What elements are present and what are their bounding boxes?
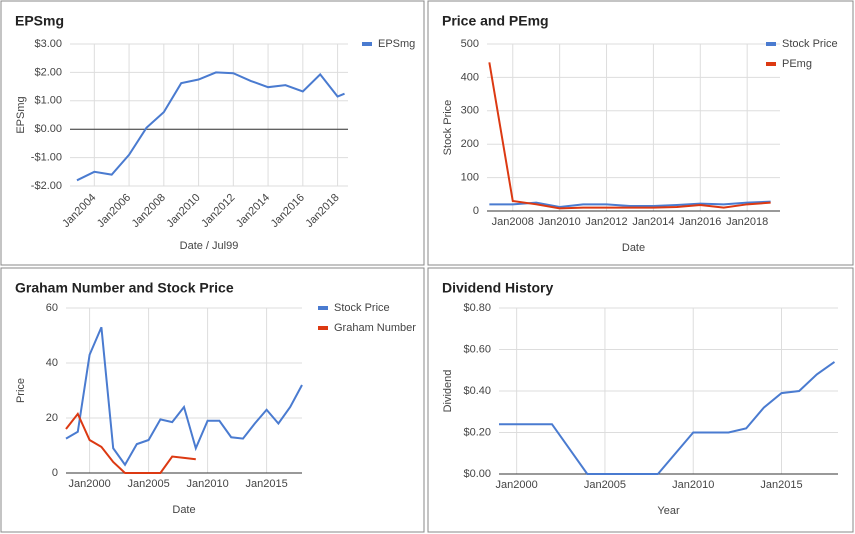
panel [0,0,425,266]
x-axis-label: Date / Jul99 [180,240,239,252]
legend-label: Stock Price [334,302,390,314]
chart-title: EPSmg [15,13,64,29]
y-tick-label: $0.60 [463,343,491,355]
x-tick-label: Jan2010 [186,478,228,490]
x-tick-label: Jan2012 [585,216,627,228]
y-axis-label: EPSmg [15,96,27,133]
y-axis-label: Stock Price [442,100,454,156]
x-tick-label: Jan2016 [679,216,721,228]
chart-title: Graham Number and Stock Price [15,280,234,296]
y-tick-label: -$2.00 [31,180,62,192]
y-tick-label: -$1.00 [31,152,62,164]
y-tick-label: 40 [46,357,58,369]
y-tick-label: 60 [46,302,58,314]
y-tick-label: 20 [46,412,58,424]
x-axis-label: Year [657,505,680,517]
panel [427,267,854,533]
y-axis-label: Dividend [442,370,454,413]
y-tick-label: 0 [473,205,479,217]
legend-label: EPSmg [378,38,415,50]
y-tick-label: 300 [461,105,479,117]
x-tick-label: Jan2000 [496,479,538,491]
y-axis-label: Price [15,378,27,403]
series-line [488,62,771,210]
series-line [65,411,196,474]
y-tick-label: 100 [461,172,479,184]
chart-title: Price and PEmg [442,13,549,29]
y-tick-label: 400 [461,71,479,83]
x-tick-label: Jan2005 [127,478,169,490]
x-tick-label: Jan2018 [726,216,768,228]
x-tick-label: Jan2010 [672,479,714,491]
y-tick-label: $0.40 [463,385,491,397]
panel [427,0,854,266]
legend-label: PEmg [782,58,812,70]
x-tick-label: Jan2015 [245,478,287,490]
series-line [489,200,771,209]
legend-label: Graham Number [334,322,416,334]
series-line [76,71,345,182]
y-tick-label: $1.00 [34,95,62,107]
y-tick-label: $0.00 [463,468,491,480]
x-tick-label: Jan2015 [760,479,802,491]
x-tick-label: Jan2014 [632,216,674,228]
y-tick-label: 500 [461,38,479,50]
panel [0,267,425,533]
y-tick-label: $0.80 [463,302,491,314]
legend-label: Stock Price [782,38,838,50]
x-tick-label: Jan2008 [492,216,534,228]
series-line [499,361,836,475]
x-tick-label: Jan2000 [68,478,110,490]
y-tick-label: $0.00 [34,123,62,135]
y-tick-label: 200 [461,138,479,150]
x-axis-label: Date [622,242,645,254]
series-line [65,326,303,467]
y-tick-label: $0.20 [463,426,491,438]
x-axis-label: Date [172,504,195,516]
y-tick-label: $2.00 [34,66,62,78]
y-tick-label: 0 [52,467,58,479]
y-tick-label: $3.00 [34,38,62,50]
x-tick-label: Jan2010 [539,216,581,228]
x-tick-label: Jan2005 [584,479,626,491]
chart-title: Dividend History [442,280,553,296]
